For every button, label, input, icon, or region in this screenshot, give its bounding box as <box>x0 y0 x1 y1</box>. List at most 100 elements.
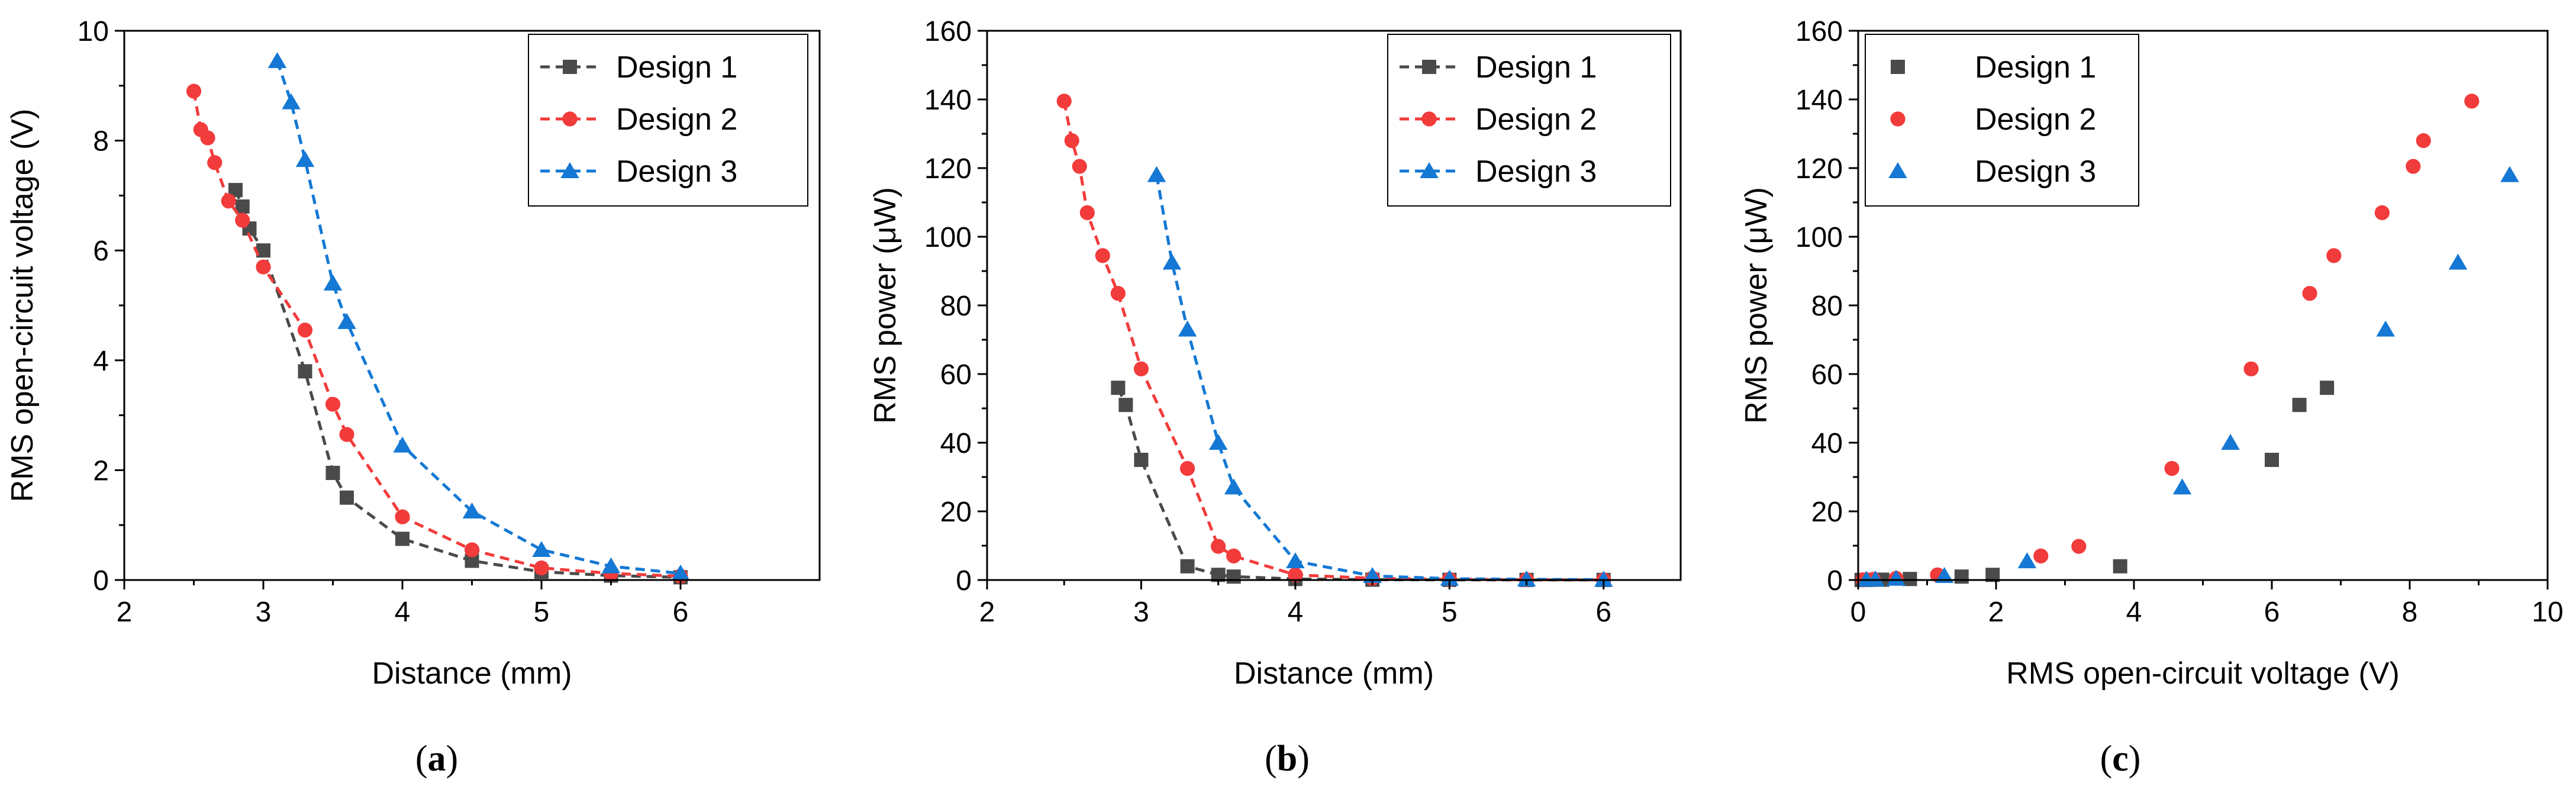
panel-label-open: ( <box>1265 739 1277 779</box>
y-tick-label: 40 <box>940 428 972 459</box>
data-point <box>2172 478 2192 495</box>
data-point <box>2221 434 2240 450</box>
y-tick-label: 80 <box>940 291 972 322</box>
legend: Design 1 Design 2 Design 3 <box>1387 34 1671 207</box>
x-tick-label: 6 <box>2264 597 2280 628</box>
data-point <box>2374 205 2390 220</box>
y-tick-label: 60 <box>940 359 972 391</box>
y-tick-label: 120 <box>924 153 972 185</box>
y-tick-label: 8 <box>93 126 109 157</box>
x-tick-label: 3 <box>1133 597 1149 628</box>
x-tick-label: 4 <box>395 597 411 628</box>
legend-label: Design 1 <box>616 50 737 85</box>
y-tick-label: 0 <box>93 565 109 597</box>
data-point <box>1072 159 1087 174</box>
x-tick-label: 2 <box>117 597 133 628</box>
data-point <box>1064 133 1079 149</box>
x-tick-label: 6 <box>1595 597 1611 628</box>
series-line-3 <box>276 60 681 575</box>
y-tick-label: 140 <box>924 85 972 116</box>
panel-label-close: ) <box>446 739 459 779</box>
series-line-1 <box>234 189 681 579</box>
legend-item-1: Design 1 <box>540 50 737 85</box>
legend-label: Design 3 <box>1475 154 1597 189</box>
data-point <box>2406 159 2421 174</box>
series-3 <box>1147 166 1613 587</box>
legend-item-2: Design 2 <box>540 102 737 137</box>
data-point <box>282 93 301 109</box>
data-point <box>337 312 356 329</box>
data-point <box>2416 133 2431 149</box>
data-point <box>339 427 354 442</box>
legend-marker <box>563 60 577 74</box>
data-point <box>1162 253 1182 270</box>
y-tick-label: 140 <box>1795 85 1843 116</box>
data-point <box>2500 166 2519 182</box>
data-point <box>1110 286 1126 301</box>
y-axis: 0 20 40 60 80 100 120 140 160 <box>924 16 987 597</box>
data-point <box>1286 552 1305 569</box>
data-point <box>1133 361 1149 376</box>
data-point <box>1866 570 1885 587</box>
legend-label: Design 3 <box>1975 154 2096 189</box>
data-point <box>1056 94 1072 109</box>
series-line-3 <box>1155 175 1604 581</box>
data-point <box>1224 478 1243 495</box>
x-tick-label: 3 <box>256 597 272 628</box>
series-1 <box>1111 381 1611 587</box>
data-point <box>1211 568 1226 582</box>
legend-marker <box>1888 162 1907 178</box>
data-point <box>462 502 482 518</box>
data-point <box>340 490 354 505</box>
y-axis-label: RMS power (μW) <box>1739 187 1774 424</box>
data-point <box>1208 434 1228 450</box>
panel-label: (b) <box>1265 739 1310 779</box>
panel-label: (c) <box>2100 739 2141 779</box>
data-point <box>2320 381 2335 395</box>
data-point <box>671 564 690 581</box>
data-point <box>464 542 480 558</box>
y-axis: 0 20 40 60 80 100 120 140 160 <box>1795 16 1858 597</box>
panel-label-letter: b <box>1277 739 1297 779</box>
legend-marker <box>560 162 579 178</box>
data-point <box>267 52 287 69</box>
series-3 <box>267 52 690 581</box>
data-point <box>1887 569 1906 586</box>
data-point <box>1178 320 1197 337</box>
legend-label: Design 1 <box>1975 50 2096 85</box>
series-1 <box>228 183 688 585</box>
y-axis: 0 2 4 6 8 10 <box>78 16 124 597</box>
x-tick-label: 5 <box>534 597 550 628</box>
data-point <box>2164 460 2180 476</box>
data-point <box>1095 248 1110 263</box>
series-1 <box>1854 381 2335 587</box>
panel-label: (a) <box>415 739 458 779</box>
y-tick-label: 40 <box>1811 428 1843 459</box>
data-point <box>2033 548 2049 564</box>
x-tick-label: 2 <box>979 597 995 628</box>
data-point <box>1594 571 1613 587</box>
x-axis: 0 2 4 6 8 10 <box>1850 580 2564 628</box>
y-tick-label: 4 <box>93 346 109 377</box>
x-tick-label: 6 <box>673 597 689 628</box>
data-point <box>323 274 343 291</box>
data-point <box>2265 453 2279 467</box>
data-point <box>1935 567 1954 584</box>
panel-label-close: ) <box>2129 739 2141 779</box>
y-tick-label: 20 <box>1811 497 1843 528</box>
y-tick-label: 160 <box>924 16 972 47</box>
legend-marker <box>1421 111 1437 127</box>
legend-marker <box>1422 60 1436 74</box>
data-point <box>395 531 410 546</box>
x-axis-label: Distance (mm) <box>372 656 572 691</box>
legend-box <box>1865 34 2139 207</box>
y-tick-label: 2 <box>93 455 109 487</box>
data-point <box>2326 248 2342 263</box>
data-point <box>256 259 271 275</box>
data-point <box>1211 539 1226 554</box>
x-axis: 2 3 4 5 6 <box>117 580 689 628</box>
data-point <box>2292 398 2307 413</box>
series-2 <box>186 83 688 584</box>
y-tick-label: 80 <box>1811 291 1843 322</box>
